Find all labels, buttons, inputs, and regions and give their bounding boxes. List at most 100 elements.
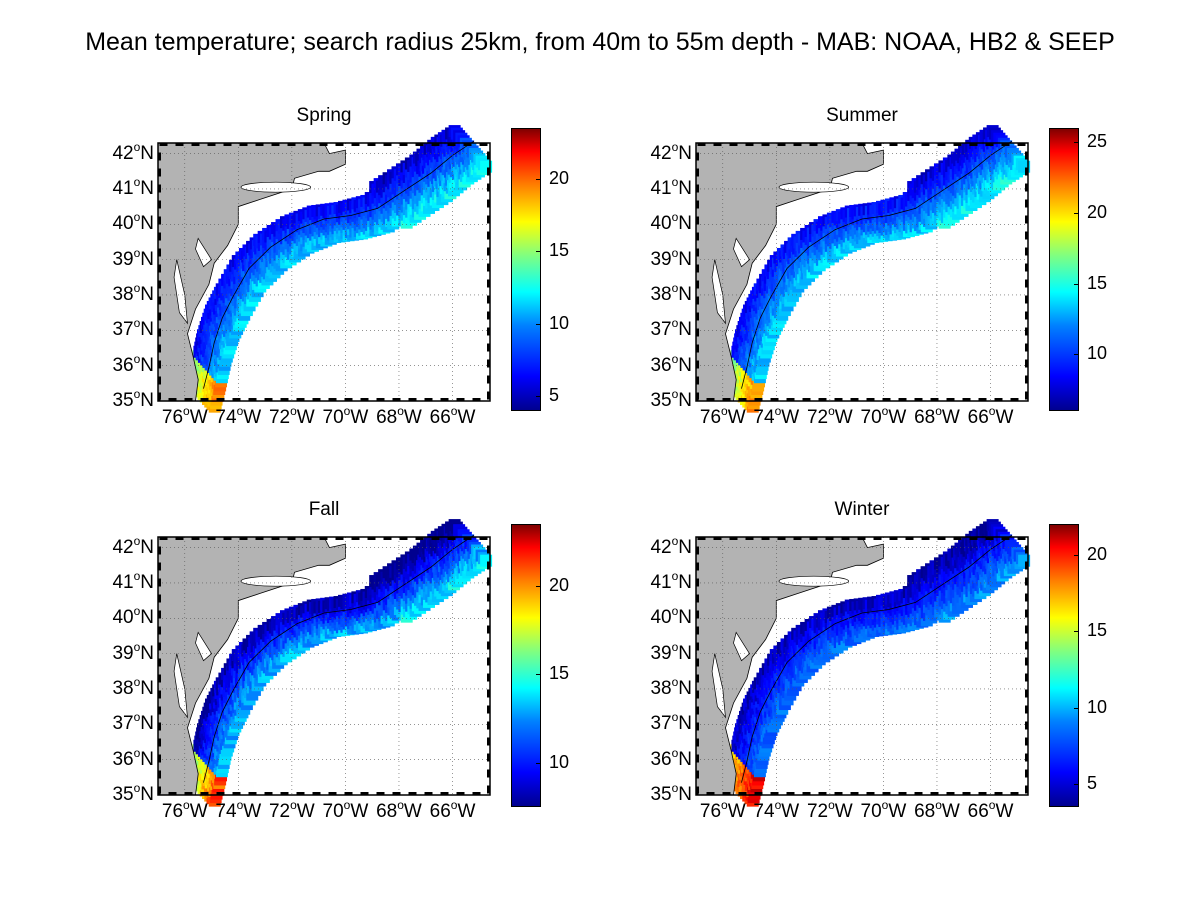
lon-label: 72oW — [268, 798, 315, 822]
chesapeake-bay — [711, 653, 726, 719]
delaware-bay — [195, 631, 213, 662]
panel-title: Winter — [834, 499, 890, 520]
colorbar-tick-label: 10 — [1087, 696, 1108, 717]
lat-label: 38oN — [112, 280, 154, 305]
delaware-bay — [195, 237, 213, 268]
colorbar-tick-label: 10 — [549, 312, 570, 333]
chesapeake-bay — [173, 653, 188, 719]
lat-label: 36oN — [112, 351, 154, 376]
colorbar-tick-label: 15 — [549, 663, 570, 684]
lat-label: 40oN — [650, 210, 692, 235]
isobath-contour — [203, 534, 475, 783]
lon-label: 74oW — [753, 798, 800, 822]
colorbar — [1049, 524, 1079, 807]
lon-label: 72oW — [806, 798, 853, 822]
chesapeake-bay — [173, 259, 188, 325]
colorbar-tick-label: 15 — [549, 240, 570, 261]
lat-label: 36oN — [650, 351, 692, 376]
lon-label: 66oW — [429, 404, 476, 428]
land-mass — [695, 142, 884, 402]
temperature-map — [695, 125, 1031, 413]
lon-label: 66oW — [967, 798, 1014, 822]
lon-label: 72oW — [806, 404, 853, 428]
lat-label: 39oN — [650, 639, 692, 664]
lat-label: 35oN — [112, 781, 154, 805]
lat-label: 38oN — [112, 674, 154, 699]
lat-label: 42oN — [650, 139, 692, 164]
lat-label: 38oN — [650, 674, 692, 699]
lat-label: 37oN — [650, 316, 692, 341]
lat-label: 42oN — [112, 533, 154, 558]
lat-label: 37oN — [112, 710, 154, 735]
colorbar-tick-mark — [536, 585, 541, 587]
lat-label: 40oN — [112, 604, 154, 629]
colorbar-tick-mark — [1074, 212, 1079, 214]
lon-label: 66oW — [429, 798, 476, 822]
lat-label: 40oN — [650, 604, 692, 629]
lon-label: 76oW — [161, 798, 208, 822]
map-frame-dashes — [696, 143, 1028, 401]
lon-label: 70oW — [322, 404, 369, 428]
long-island-sound — [240, 575, 311, 587]
lon-label: 70oW — [860, 404, 907, 428]
colorbar-tick-mark — [1074, 784, 1079, 786]
colorbar-tick-mark — [536, 323, 541, 325]
lon-label: 68oW — [376, 798, 422, 822]
lon-label: 70oW — [860, 798, 907, 822]
lat-label: 41oN — [112, 174, 154, 199]
temperature-field — [724, 125, 1031, 413]
isobath-contour — [203, 140, 475, 389]
colorbar-tick-mark — [1074, 354, 1079, 356]
chesapeake-bay — [711, 259, 726, 325]
lat-label: 35oN — [650, 781, 692, 805]
lat-label: 39oN — [112, 639, 154, 664]
colorbar-tick-label: 10 — [1087, 343, 1108, 364]
colorbar-tick-mark — [1074, 554, 1079, 556]
colorbar-tick-mark — [1074, 707, 1079, 709]
lon-label: 68oW — [376, 404, 422, 428]
lon-label: 74oW — [215, 798, 262, 822]
colorbar-tick-label: 15 — [1087, 272, 1108, 293]
lon-label: 66oW — [967, 404, 1014, 428]
isobath-contour — [741, 534, 1013, 783]
colorbar-tick-label: 5 — [549, 385, 560, 406]
long-island-sound — [778, 575, 849, 587]
lon-label: 68oW — [914, 404, 960, 428]
temperature-map — [157, 519, 493, 807]
colorbar — [1049, 128, 1079, 411]
delaware-bay — [733, 631, 751, 662]
lat-label: 41oN — [650, 568, 692, 593]
colorbar-tick-mark — [1074, 283, 1079, 285]
temperature-field — [186, 519, 493, 807]
lon-label: 70oW — [322, 798, 369, 822]
land-mass — [157, 142, 346, 402]
lat-label: 42oN — [650, 533, 692, 558]
colorbar-tick-mark — [536, 762, 541, 764]
panel-title: Summer — [826, 105, 898, 126]
lat-label: 41oN — [112, 568, 154, 593]
colorbar — [511, 128, 541, 411]
colorbar — [511, 524, 541, 807]
lon-label: 74oW — [753, 404, 800, 428]
lat-label: 40oN — [112, 210, 154, 235]
temperature-map — [695, 519, 1031, 807]
colorbar-tick-label: 10 — [549, 751, 570, 772]
colorbar-tick-mark — [536, 251, 541, 253]
map-frame-dashes — [158, 143, 490, 401]
lat-label: 37oN — [112, 316, 154, 341]
colorbar-tick-mark — [1074, 142, 1079, 144]
colorbar-tick-mark — [536, 674, 541, 676]
lat-label: 36oN — [112, 745, 154, 770]
land-mass — [157, 536, 346, 796]
lat-label: 38oN — [650, 280, 692, 305]
graticule — [696, 537, 1028, 796]
lat-label: 39oN — [112, 245, 154, 270]
lon-label: 76oW — [699, 404, 746, 428]
map-frame-dashes — [158, 537, 490, 795]
colorbar-tick-mark — [536, 178, 541, 180]
delaware-bay — [733, 237, 751, 268]
figure-title: Mean temperature; search radius 25km, fr… — [85, 28, 1115, 56]
lon-label: 68oW — [914, 798, 960, 822]
map-frame-dashes — [696, 537, 1028, 795]
colorbar-tick-label: 20 — [1087, 201, 1108, 222]
